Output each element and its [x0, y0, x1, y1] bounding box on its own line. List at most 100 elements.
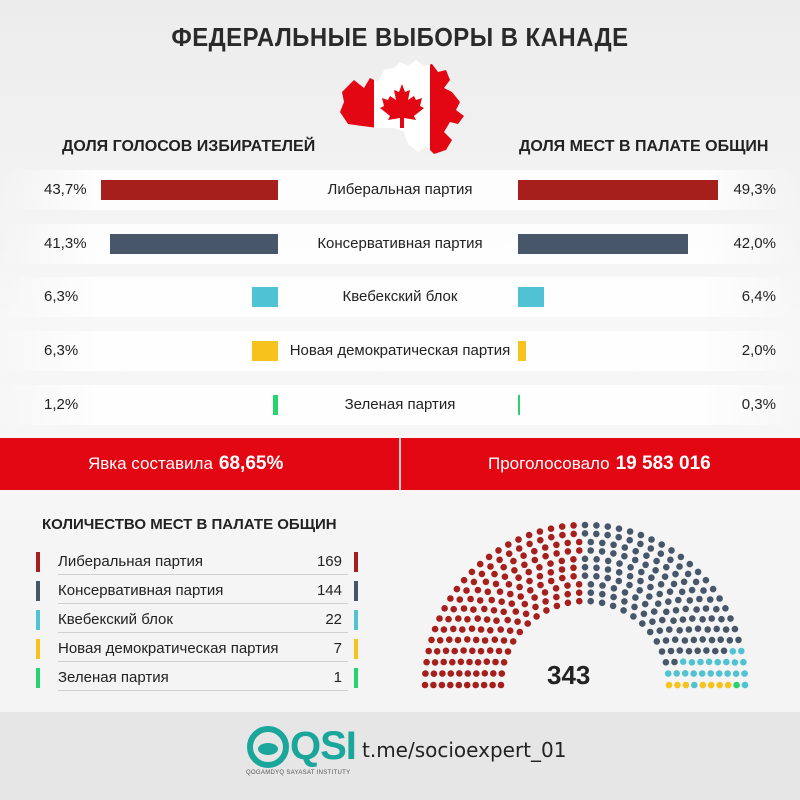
seat-dot [477, 647, 485, 655]
seat-dot [553, 593, 560, 601]
seat-dot [517, 593, 524, 600]
seats-share-header: ДОЛЯ МЕСТ В ПАЛАТЕ ОБЩИН [519, 138, 769, 155]
seat-dot [497, 626, 504, 633]
seat-dot [593, 564, 600, 572]
seat-dot [681, 637, 689, 644]
seat-dot [553, 602, 561, 610]
legend-seat-count: 1 [333, 669, 342, 686]
seat-dot [599, 590, 606, 598]
seat-dot [672, 570, 679, 578]
share-row: 6,3% Новая демократическая партия 2,0% [0, 331, 800, 371]
seat-share-bar [518, 341, 527, 361]
seat-dot [506, 627, 514, 634]
seat-dot [450, 625, 457, 633]
seat-dot [526, 540, 533, 548]
legend-divider [58, 690, 348, 691]
legend-divider [58, 661, 348, 662]
seat-dot [689, 615, 696, 622]
seat-dot [593, 522, 600, 529]
seat-dot [467, 595, 474, 603]
seat-dot [464, 636, 471, 643]
seat-dot [470, 606, 477, 613]
seat-dot [639, 620, 646, 627]
vote-share-label: 1,2% [44, 396, 79, 413]
seat-dot [638, 568, 645, 576]
seat-dot [564, 548, 572, 555]
seat-dot [682, 605, 689, 613]
legend-party-name: Либеральная партия [58, 553, 204, 570]
seat-dot [456, 670, 463, 677]
seat-dot [542, 598, 549, 605]
seat-dot [481, 605, 488, 613]
seat-dot [504, 648, 512, 655]
legend-seat-count: 7 [333, 640, 342, 657]
seat-dot [440, 658, 447, 666]
seat-dot [446, 636, 453, 643]
seat-dot [553, 541, 560, 549]
seat-dot [564, 599, 572, 607]
seat-dot [679, 616, 687, 623]
seat-dot [662, 637, 670, 644]
vote-share-label: 41,3% [44, 235, 87, 252]
seat-dot [576, 547, 583, 554]
seat-dot [463, 681, 471, 689]
seat-dot [587, 547, 594, 554]
seat-dot [496, 588, 504, 595]
seat-dot [477, 626, 485, 633]
seat-dot [718, 615, 725, 623]
seat-dot [690, 636, 698, 644]
seat-dot [704, 626, 711, 633]
seat-dot [705, 658, 713, 666]
qsi-logo-subtitle: QOGAMDYQ SAYASAT INSTITUTY [246, 770, 351, 776]
seat-dot [656, 590, 663, 598]
seat-dot [570, 530, 577, 538]
seat-dot [495, 547, 502, 554]
seat-dot [483, 658, 491, 665]
seat-dot [676, 627, 683, 634]
seat-dot [610, 541, 617, 549]
seat-dot [531, 547, 538, 555]
seats-section-title: КОЛИЧЕСТВО МЕСТ В ПАЛАТЕ ОБЩИН [42, 516, 337, 533]
seat-dot [491, 570, 498, 578]
seat-share-label: 2,0% [741, 342, 776, 359]
seat-dot [547, 525, 555, 532]
seat-dot [536, 564, 543, 571]
seat-dot [700, 587, 707, 594]
legend-divider [58, 603, 348, 604]
seat-dot [441, 605, 448, 612]
seat-dot [505, 581, 513, 588]
seat-dot [680, 578, 688, 586]
seat-dot [652, 567, 659, 574]
seat-share-label: 49,3% [733, 181, 776, 198]
seat-dot [575, 589, 583, 596]
seat-dot [657, 550, 665, 557]
legend-divider [58, 574, 348, 575]
seat-dot [648, 574, 655, 581]
seat-dot [663, 563, 670, 571]
seat-dot [670, 617, 677, 624]
legend-seat-count: 169 [316, 553, 342, 570]
seat-dot [543, 607, 550, 614]
seat-dot [516, 583, 523, 591]
seat-dot [604, 566, 612, 573]
seat-dot [576, 597, 583, 605]
seat-dot [472, 636, 480, 644]
seat-dot [515, 574, 522, 581]
share-row: 43,7% Либеральная партия 49,3% [0, 170, 800, 210]
seat-dot [714, 658, 721, 666]
seat-dot [665, 681, 673, 689]
legend-swatch [36, 639, 40, 659]
seat-dot [581, 563, 589, 571]
seat-dot [451, 647, 458, 655]
seat-dot [495, 647, 503, 655]
seat-dot [699, 616, 706, 623]
seat-dot [464, 616, 471, 623]
telegram-link[interactable]: t.me/socioexpert_01 [362, 738, 567, 762]
seat-dot [621, 598, 628, 605]
seat-dot [493, 617, 500, 624]
seat-dot [553, 550, 560, 557]
seat-dot [537, 581, 544, 589]
seat-dot [681, 670, 689, 677]
seat-dot [647, 545, 655, 552]
seat-dot [641, 600, 649, 608]
